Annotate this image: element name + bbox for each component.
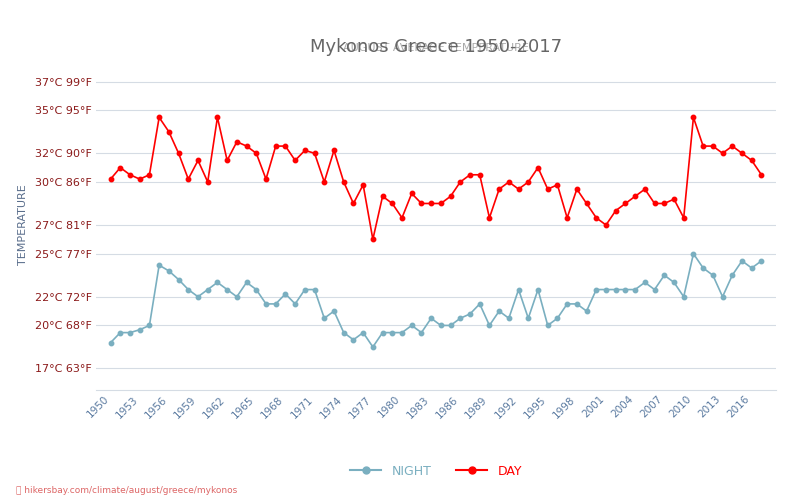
NIGHT bbox=[106, 340, 115, 345]
NIGHT bbox=[698, 265, 708, 271]
NIGHT bbox=[757, 258, 766, 264]
DAY bbox=[757, 172, 766, 178]
DAY bbox=[708, 143, 718, 149]
NIGHT bbox=[582, 308, 591, 314]
DAY bbox=[368, 236, 378, 242]
NIGHT bbox=[689, 250, 698, 256]
Line: DAY: DAY bbox=[108, 115, 764, 242]
NIGHT bbox=[553, 316, 562, 322]
Line: NIGHT: NIGHT bbox=[108, 252, 764, 349]
DAY bbox=[698, 143, 708, 149]
Legend: NIGHT, DAY: NIGHT, DAY bbox=[345, 460, 527, 483]
Text: AUGUST AVERAGE TEMPERATURE: AUGUST AVERAGE TEMPERATURE bbox=[343, 44, 529, 54]
DAY bbox=[106, 176, 115, 182]
Y-axis label: TEMPERATURE: TEMPERATURE bbox=[18, 184, 28, 266]
Title: Mykonos Greece 1950-2017: Mykonos Greece 1950-2017 bbox=[310, 38, 562, 56]
DAY bbox=[718, 150, 727, 156]
NIGHT bbox=[718, 294, 727, 300]
NIGHT bbox=[630, 286, 640, 292]
NIGHT bbox=[708, 272, 718, 278]
NIGHT bbox=[368, 344, 378, 350]
Text: 📍 hikersbay.com/climate/august/greece/mykonos: 📍 hikersbay.com/climate/august/greece/my… bbox=[16, 486, 238, 495]
DAY bbox=[562, 215, 572, 221]
DAY bbox=[591, 215, 601, 221]
DAY bbox=[154, 114, 164, 120]
DAY bbox=[640, 186, 650, 192]
